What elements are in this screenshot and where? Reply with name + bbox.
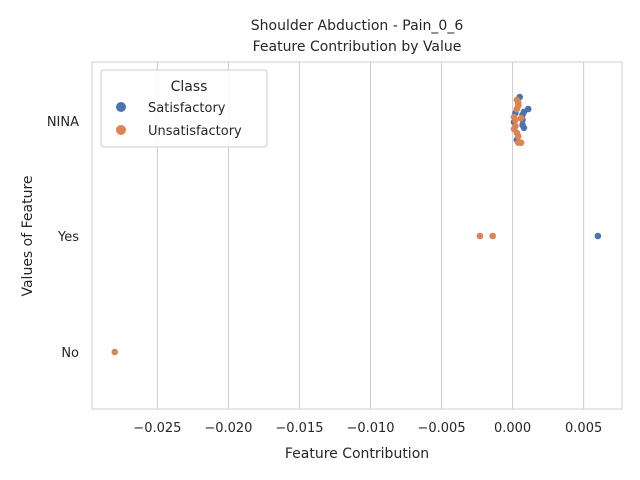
legend-label-satisfactory: Satisfactory <box>148 101 226 116</box>
data-point-unsatisfactory <box>517 114 525 122</box>
data-point-unsatisfactory <box>513 105 521 113</box>
data-point-satisfactory <box>520 124 528 132</box>
chart-title-line1: Shoulder Abduction - Pain_0_6 <box>251 18 464 34</box>
x-tick-label: −0.005 <box>417 421 465 436</box>
legend-marker-satisfactory <box>116 102 126 112</box>
chart-title-line2: Feature Contribution by Value <box>253 39 462 55</box>
y-tick-labels: NINA Yes No <box>47 115 79 361</box>
y-axis-label: Values of Feature <box>20 175 36 296</box>
legend: Class Satisfactory Unsatisfactory <box>100 69 268 148</box>
data-point-satisfactory <box>594 232 602 240</box>
y-tick-label: Yes <box>57 230 79 245</box>
data-point-unsatisfactory <box>476 232 484 240</box>
x-tick-label: −0.010 <box>346 421 394 436</box>
data-point-unsatisfactory <box>489 232 497 240</box>
data-points <box>111 93 602 356</box>
legend-marker-unsatisfactory <box>116 125 126 135</box>
legend-label-unsatisfactory: Unsatisfactory <box>148 124 242 139</box>
data-point-unsatisfactory <box>111 348 119 356</box>
x-tick-label: −0.020 <box>204 421 252 436</box>
y-tick-label: No <box>61 346 79 361</box>
x-tick-label: 0.000 <box>494 421 531 436</box>
data-point-unsatisfactory <box>514 133 522 140</box>
x-tick-labels: −0.025 −0.020 −0.015 −0.010 −0.005 0.000 0.005 <box>133 421 602 436</box>
x-tick-label: 0.005 <box>565 421 602 436</box>
data-point-unsatisfactory <box>512 116 519 124</box>
x-tick-label: −0.025 <box>133 421 181 436</box>
x-axis-label: Feature Contribution <box>285 446 429 462</box>
legend-title: Class <box>171 79 208 95</box>
y-tick-label: NINA <box>47 115 79 130</box>
plot-frame <box>91 61 623 410</box>
legend-box <box>100 69 268 148</box>
data-point-unsatisfactory <box>517 139 525 146</box>
x-tick-label: −0.015 <box>275 421 323 436</box>
